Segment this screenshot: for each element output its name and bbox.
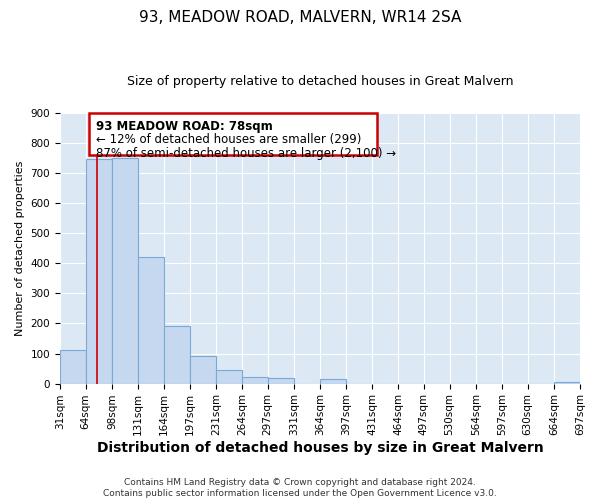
Bar xyxy=(554,382,580,384)
Text: 87% of semi-detached houses are larger (2,100) →: 87% of semi-detached houses are larger (… xyxy=(97,146,397,160)
X-axis label: Distribution of detached houses by size in Great Malvern: Distribution of detached houses by size … xyxy=(97,441,544,455)
Bar xyxy=(320,379,346,384)
Text: Contains HM Land Registry data © Crown copyright and database right 2024.
Contai: Contains HM Land Registry data © Crown c… xyxy=(103,478,497,498)
Y-axis label: Number of detached properties: Number of detached properties xyxy=(15,160,25,336)
Title: Size of property relative to detached houses in Great Malvern: Size of property relative to detached ho… xyxy=(127,75,513,88)
Bar xyxy=(242,377,268,384)
Bar xyxy=(112,158,138,384)
Bar xyxy=(216,370,242,384)
Text: ← 12% of detached houses are smaller (299): ← 12% of detached houses are smaller (29… xyxy=(97,133,362,146)
Bar xyxy=(86,158,112,384)
Text: 93, MEADOW ROAD, MALVERN, WR14 2SA: 93, MEADOW ROAD, MALVERN, WR14 2SA xyxy=(139,10,461,25)
Text: 93 MEADOW ROAD: 78sqm: 93 MEADOW ROAD: 78sqm xyxy=(97,120,273,132)
Bar xyxy=(138,257,164,384)
Bar xyxy=(268,378,294,384)
Bar xyxy=(60,350,86,384)
Bar xyxy=(190,356,216,384)
Bar xyxy=(164,326,190,384)
FancyBboxPatch shape xyxy=(89,113,377,155)
